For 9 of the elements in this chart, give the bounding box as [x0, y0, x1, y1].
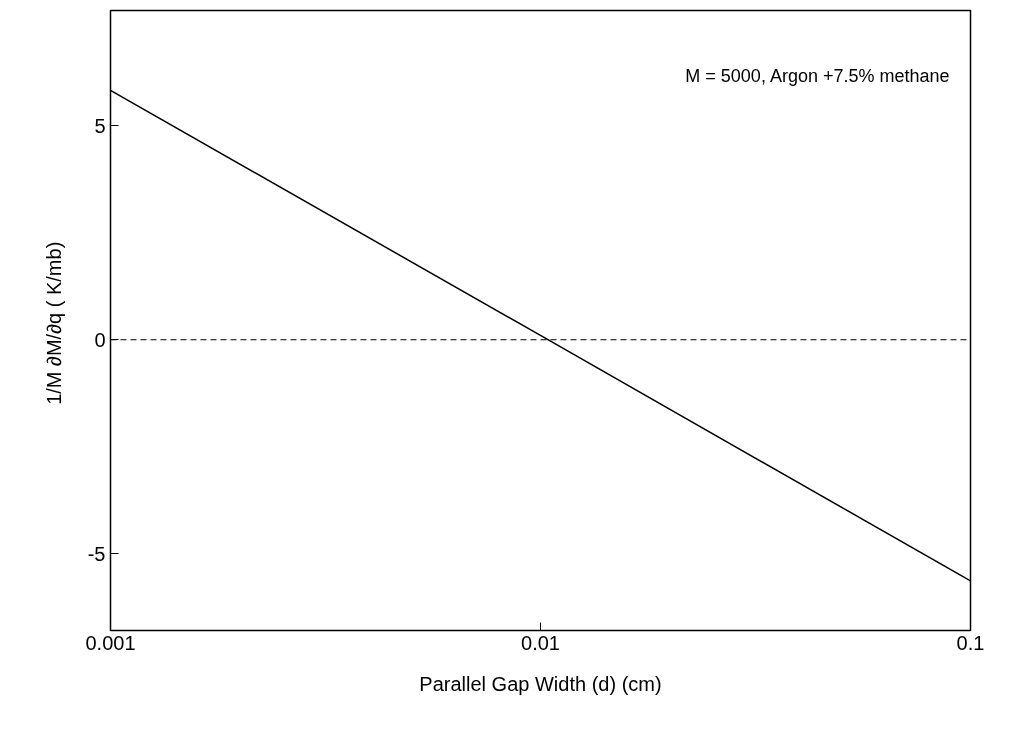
annotation: M = 5000, Argon +7.5% methane	[685, 65, 950, 86]
y-tick-label: 0	[94, 328, 106, 351]
y-tick-label: -5	[87, 542, 106, 565]
x-tick-label: 0.1	[956, 631, 985, 654]
x-tick-label: 0.001	[85, 631, 136, 654]
x-tick-label: 0.01	[521, 631, 560, 654]
y-tick-label: 5	[94, 114, 106, 137]
x-axis-title: Parallel Gap Width (d) (cm)	[419, 672, 662, 695]
y-axis-title: 1/M ∂M/∂q ( K/mb)	[42, 241, 65, 405]
